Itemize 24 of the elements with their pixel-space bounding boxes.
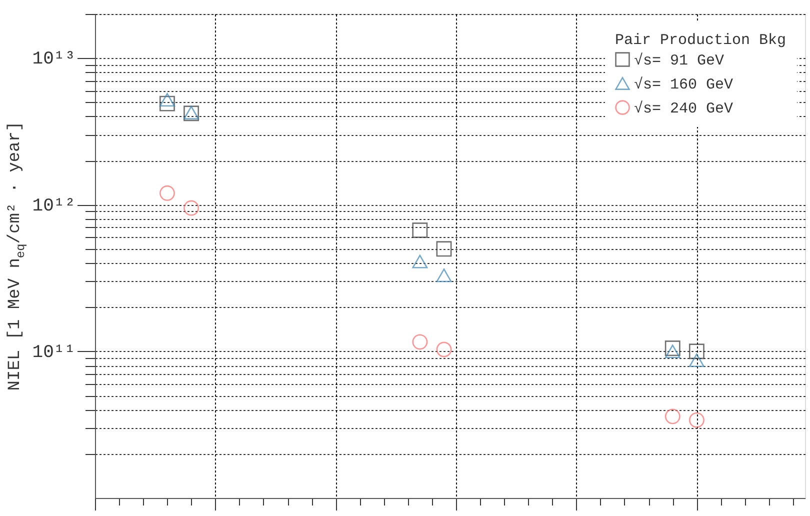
legend-title: Pair Production Bkg <box>615 32 786 49</box>
point <box>412 334 428 350</box>
point <box>184 200 199 216</box>
y-tick-label: 10¹³ <box>32 50 76 70</box>
point <box>412 254 428 268</box>
point <box>436 268 452 282</box>
legend-label: √s= 240 GeV <box>634 100 734 118</box>
legend-label: √s= 91 GeV <box>634 52 724 70</box>
point <box>688 353 704 368</box>
y-axis-title: NIEL [1 MeV neq/cm² · year] <box>6 121 28 391</box>
point <box>159 96 175 112</box>
point <box>436 241 452 257</box>
point <box>664 340 680 356</box>
y-tick-label: 10¹² <box>32 196 76 216</box>
point <box>412 222 428 238</box>
y-tick-label: 10¹¹ <box>32 342 76 363</box>
point <box>159 93 175 107</box>
point <box>664 344 680 358</box>
point <box>688 412 704 428</box>
point <box>688 344 704 360</box>
point <box>436 342 452 358</box>
legend-label: √s= 160 GeV <box>634 76 734 94</box>
point <box>159 185 175 201</box>
point <box>664 408 680 424</box>
